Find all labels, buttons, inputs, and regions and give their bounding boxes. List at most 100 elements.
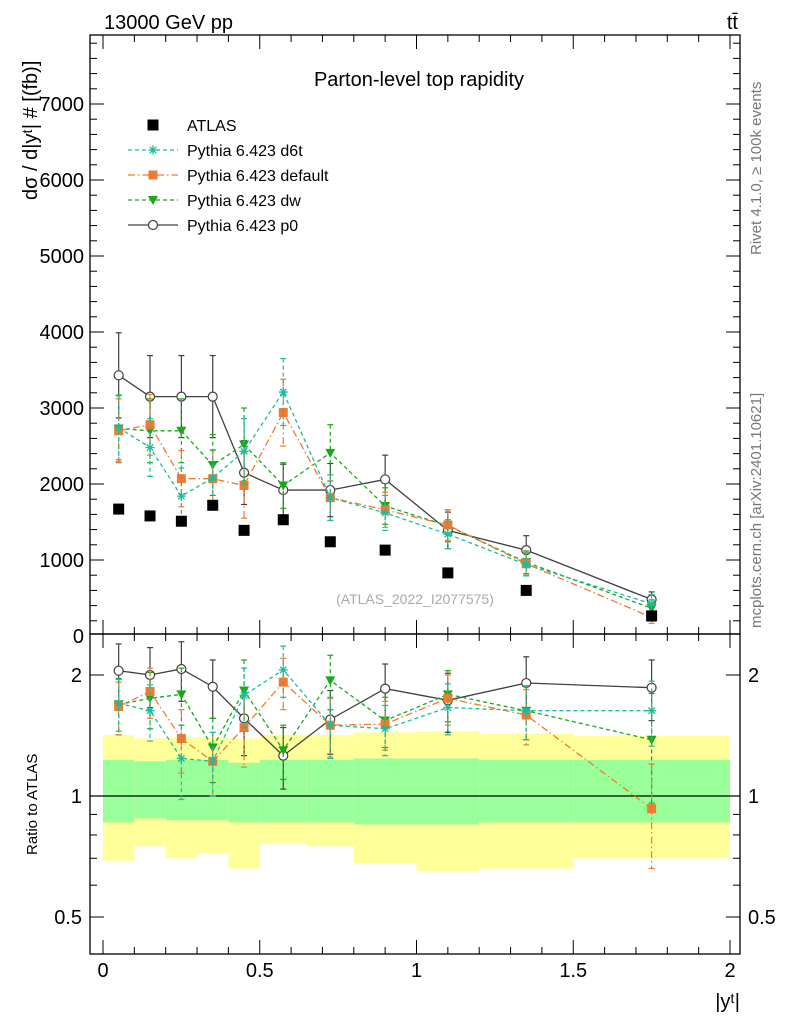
legend-marker <box>147 119 159 131</box>
x-tick-label: 1.5 <box>559 960 587 982</box>
legend: ATLAS Pythia 6.423 d6t Pythia 6.423 defaul… <box>128 118 329 235</box>
data-point <box>145 443 155 453</box>
legend-marker <box>148 145 158 155</box>
data-point <box>207 391 218 402</box>
data-point <box>325 448 336 458</box>
legend-marker <box>147 219 159 231</box>
ratio-point <box>113 665 124 676</box>
data-point <box>239 446 249 456</box>
data-point <box>176 491 186 501</box>
y-tick-label: 5000 <box>40 246 85 268</box>
data-point <box>278 387 288 397</box>
main-y-axis-label: dσ / d|yᵗ| # [(fb)] <box>20 61 42 200</box>
band-inner <box>306 759 354 823</box>
main-title: Parton-level top rapidity <box>314 69 524 91</box>
data-point <box>144 510 156 522</box>
legend-label: Pythia 6.423 dw <box>187 193 301 210</box>
ratio-point <box>647 706 657 716</box>
data-point <box>646 610 658 622</box>
legend-entry-dw: Pythia 6.423 dw <box>128 193 301 210</box>
x-tick-label: 0 <box>97 960 108 982</box>
data-point <box>145 420 155 430</box>
legend-entry-d6t: Pythia 6.423 d6t <box>128 143 303 160</box>
ratio-y-tick-label-right: 2 <box>748 665 759 687</box>
ratio-point <box>380 724 390 734</box>
ratio-panel: 0.5 0.5 1 1 2 2 0 0.5 1 1.5 2 Ratio to ATLAS |yᵗ| <box>24 633 776 1013</box>
legend-marker <box>148 196 158 205</box>
data-point <box>647 599 657 609</box>
y-tick-label: 3000 <box>40 398 85 420</box>
data-point <box>520 584 532 596</box>
legend-entry-atlas: ATLAS <box>147 118 237 135</box>
y-tick-label: 0 <box>73 626 84 648</box>
ratio-y-tick-label: 1 <box>71 786 82 808</box>
band-inner <box>353 758 417 825</box>
ratio-point <box>325 676 336 686</box>
ratio-y-tick-label-right: 1 <box>748 786 759 808</box>
band-inner <box>134 761 166 819</box>
legend-label: Pythia 6.423 d6t <box>187 143 303 160</box>
data-point <box>442 567 454 579</box>
ratio-point <box>145 706 155 716</box>
y-tick-label: 6000 <box>40 170 85 192</box>
y-tick-label: 2000 <box>40 474 85 496</box>
data-point <box>443 520 453 530</box>
data-point <box>114 423 124 433</box>
band-inner <box>103 759 135 823</box>
data-point <box>380 474 391 485</box>
data-point <box>176 426 187 436</box>
y-tick-label: 7000 <box>40 94 85 116</box>
ratio-point <box>176 690 187 700</box>
y-tick-label: 1000 <box>40 550 85 572</box>
ratio-point <box>176 734 186 744</box>
series-p0 <box>113 332 657 608</box>
data-point <box>277 514 289 526</box>
data-point <box>207 499 219 511</box>
x-tick-label: 0.5 <box>246 960 274 982</box>
x-tick-label: 1 <box>411 960 422 982</box>
ratio-point <box>176 753 186 763</box>
data-point <box>239 481 249 491</box>
data-point <box>278 481 289 491</box>
ratio-y-tick-label: 0.5 <box>54 907 82 929</box>
beam-label: 13000 GeV pp <box>104 12 233 34</box>
legend-label: Pythia 6.423 default <box>187 168 329 185</box>
band-inner <box>228 762 260 823</box>
data-point <box>175 515 187 527</box>
ratio-y-axis-label: Ratio to ATLAS <box>24 754 41 855</box>
main-panel: 0 1000 2000 3000 4000 5000 6000 7000 Parton-lev… <box>20 34 741 648</box>
ratio-frame <box>89 633 741 955</box>
ratio-series-d6t <box>114 645 657 801</box>
legend-marker <box>148 170 158 180</box>
ratio-y-tick-label-right: 0.5 <box>748 907 776 929</box>
legend-entry-default: Pythia 6.423 default <box>128 168 329 185</box>
data-point <box>521 560 531 570</box>
x-tick-label: 2 <box>724 960 735 982</box>
data-point <box>113 503 125 515</box>
process-label: tt̄ <box>727 12 739 34</box>
ratio-point <box>114 698 124 708</box>
data-point <box>278 408 288 418</box>
experiment-annotation: (ATLAS_2022_I2077575) <box>336 591 494 607</box>
x-axis-label: |yᵗ| <box>715 991 740 1013</box>
data-point <box>324 536 336 548</box>
ratio-point <box>380 719 390 729</box>
y-tick-label: 4000 <box>40 322 85 344</box>
band-inner <box>479 759 574 823</box>
data-point <box>380 508 390 518</box>
data-point <box>379 544 391 556</box>
ratio-point <box>278 746 289 756</box>
legend-label: ATLAS <box>187 118 237 135</box>
ratio-point <box>443 703 453 713</box>
legend-entry-p0: Pythia 6.423 p0 <box>128 218 298 235</box>
band-inner <box>416 758 480 825</box>
legend-label: Pythia 6.423 p0 <box>187 218 298 235</box>
series-d6t <box>114 358 657 614</box>
ratio-point <box>207 681 218 692</box>
ratio-point <box>208 756 218 766</box>
ratio-point <box>521 706 531 716</box>
ratio-point <box>380 683 391 694</box>
ratio-point <box>325 720 335 730</box>
ratio-point <box>278 665 288 675</box>
